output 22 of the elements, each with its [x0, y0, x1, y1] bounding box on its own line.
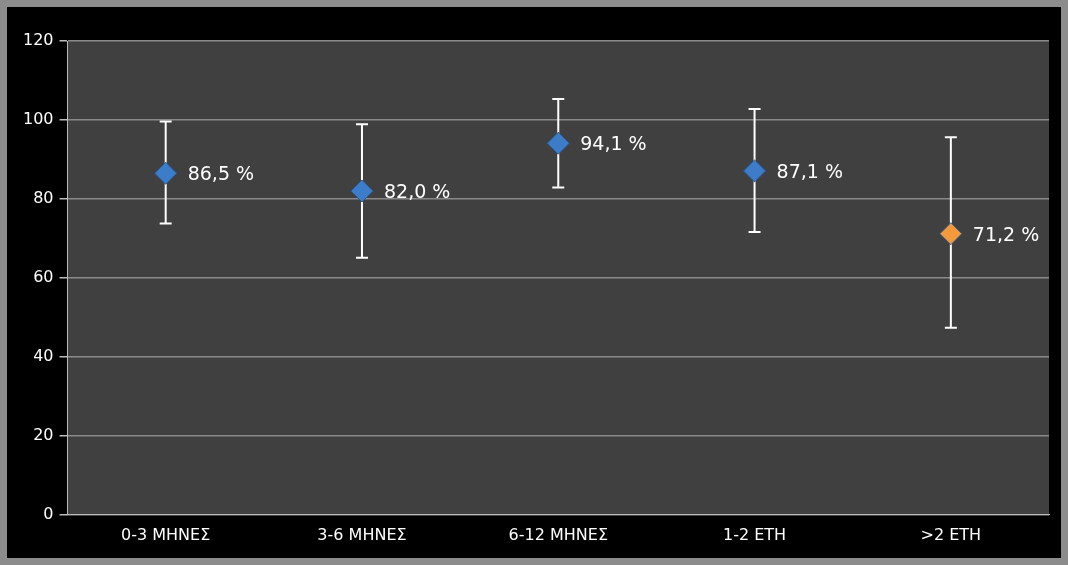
y-tick-label: 120	[22, 30, 54, 50]
x-tick-label: 0-3 ΜΗΝΕΣ	[121, 524, 211, 544]
point	[350, 179, 374, 203]
y-tick-label: 80	[33, 188, 54, 208]
data-label: 71,2 %	[972, 222, 1040, 245]
y-tick-label: 20	[33, 424, 54, 444]
point	[743, 159, 767, 183]
x-tick-label: 1-2 ΕΤΗ	[722, 524, 787, 544]
data-label: 82,0 %	[383, 179, 451, 202]
point	[154, 161, 178, 185]
point	[939, 222, 963, 246]
y-tick-label: 0	[43, 503, 54, 523]
x-tick-label: 6-12 ΜΗΝΕΣ	[508, 524, 608, 544]
data-label: 94,1 %	[580, 132, 647, 155]
x-tick-label: 3-6 ΜΗΝΕΣ	[317, 524, 407, 544]
data-label: 87,1 %	[776, 159, 843, 182]
x-tick-label: >2 ΕΤΗ	[920, 524, 982, 544]
y-tick-label: 40	[33, 346, 54, 366]
point	[546, 131, 570, 155]
data-label: 86,5 %	[187, 162, 255, 185]
y-tick-label: 60	[33, 267, 54, 287]
y-tick-label: 100	[22, 109, 54, 129]
